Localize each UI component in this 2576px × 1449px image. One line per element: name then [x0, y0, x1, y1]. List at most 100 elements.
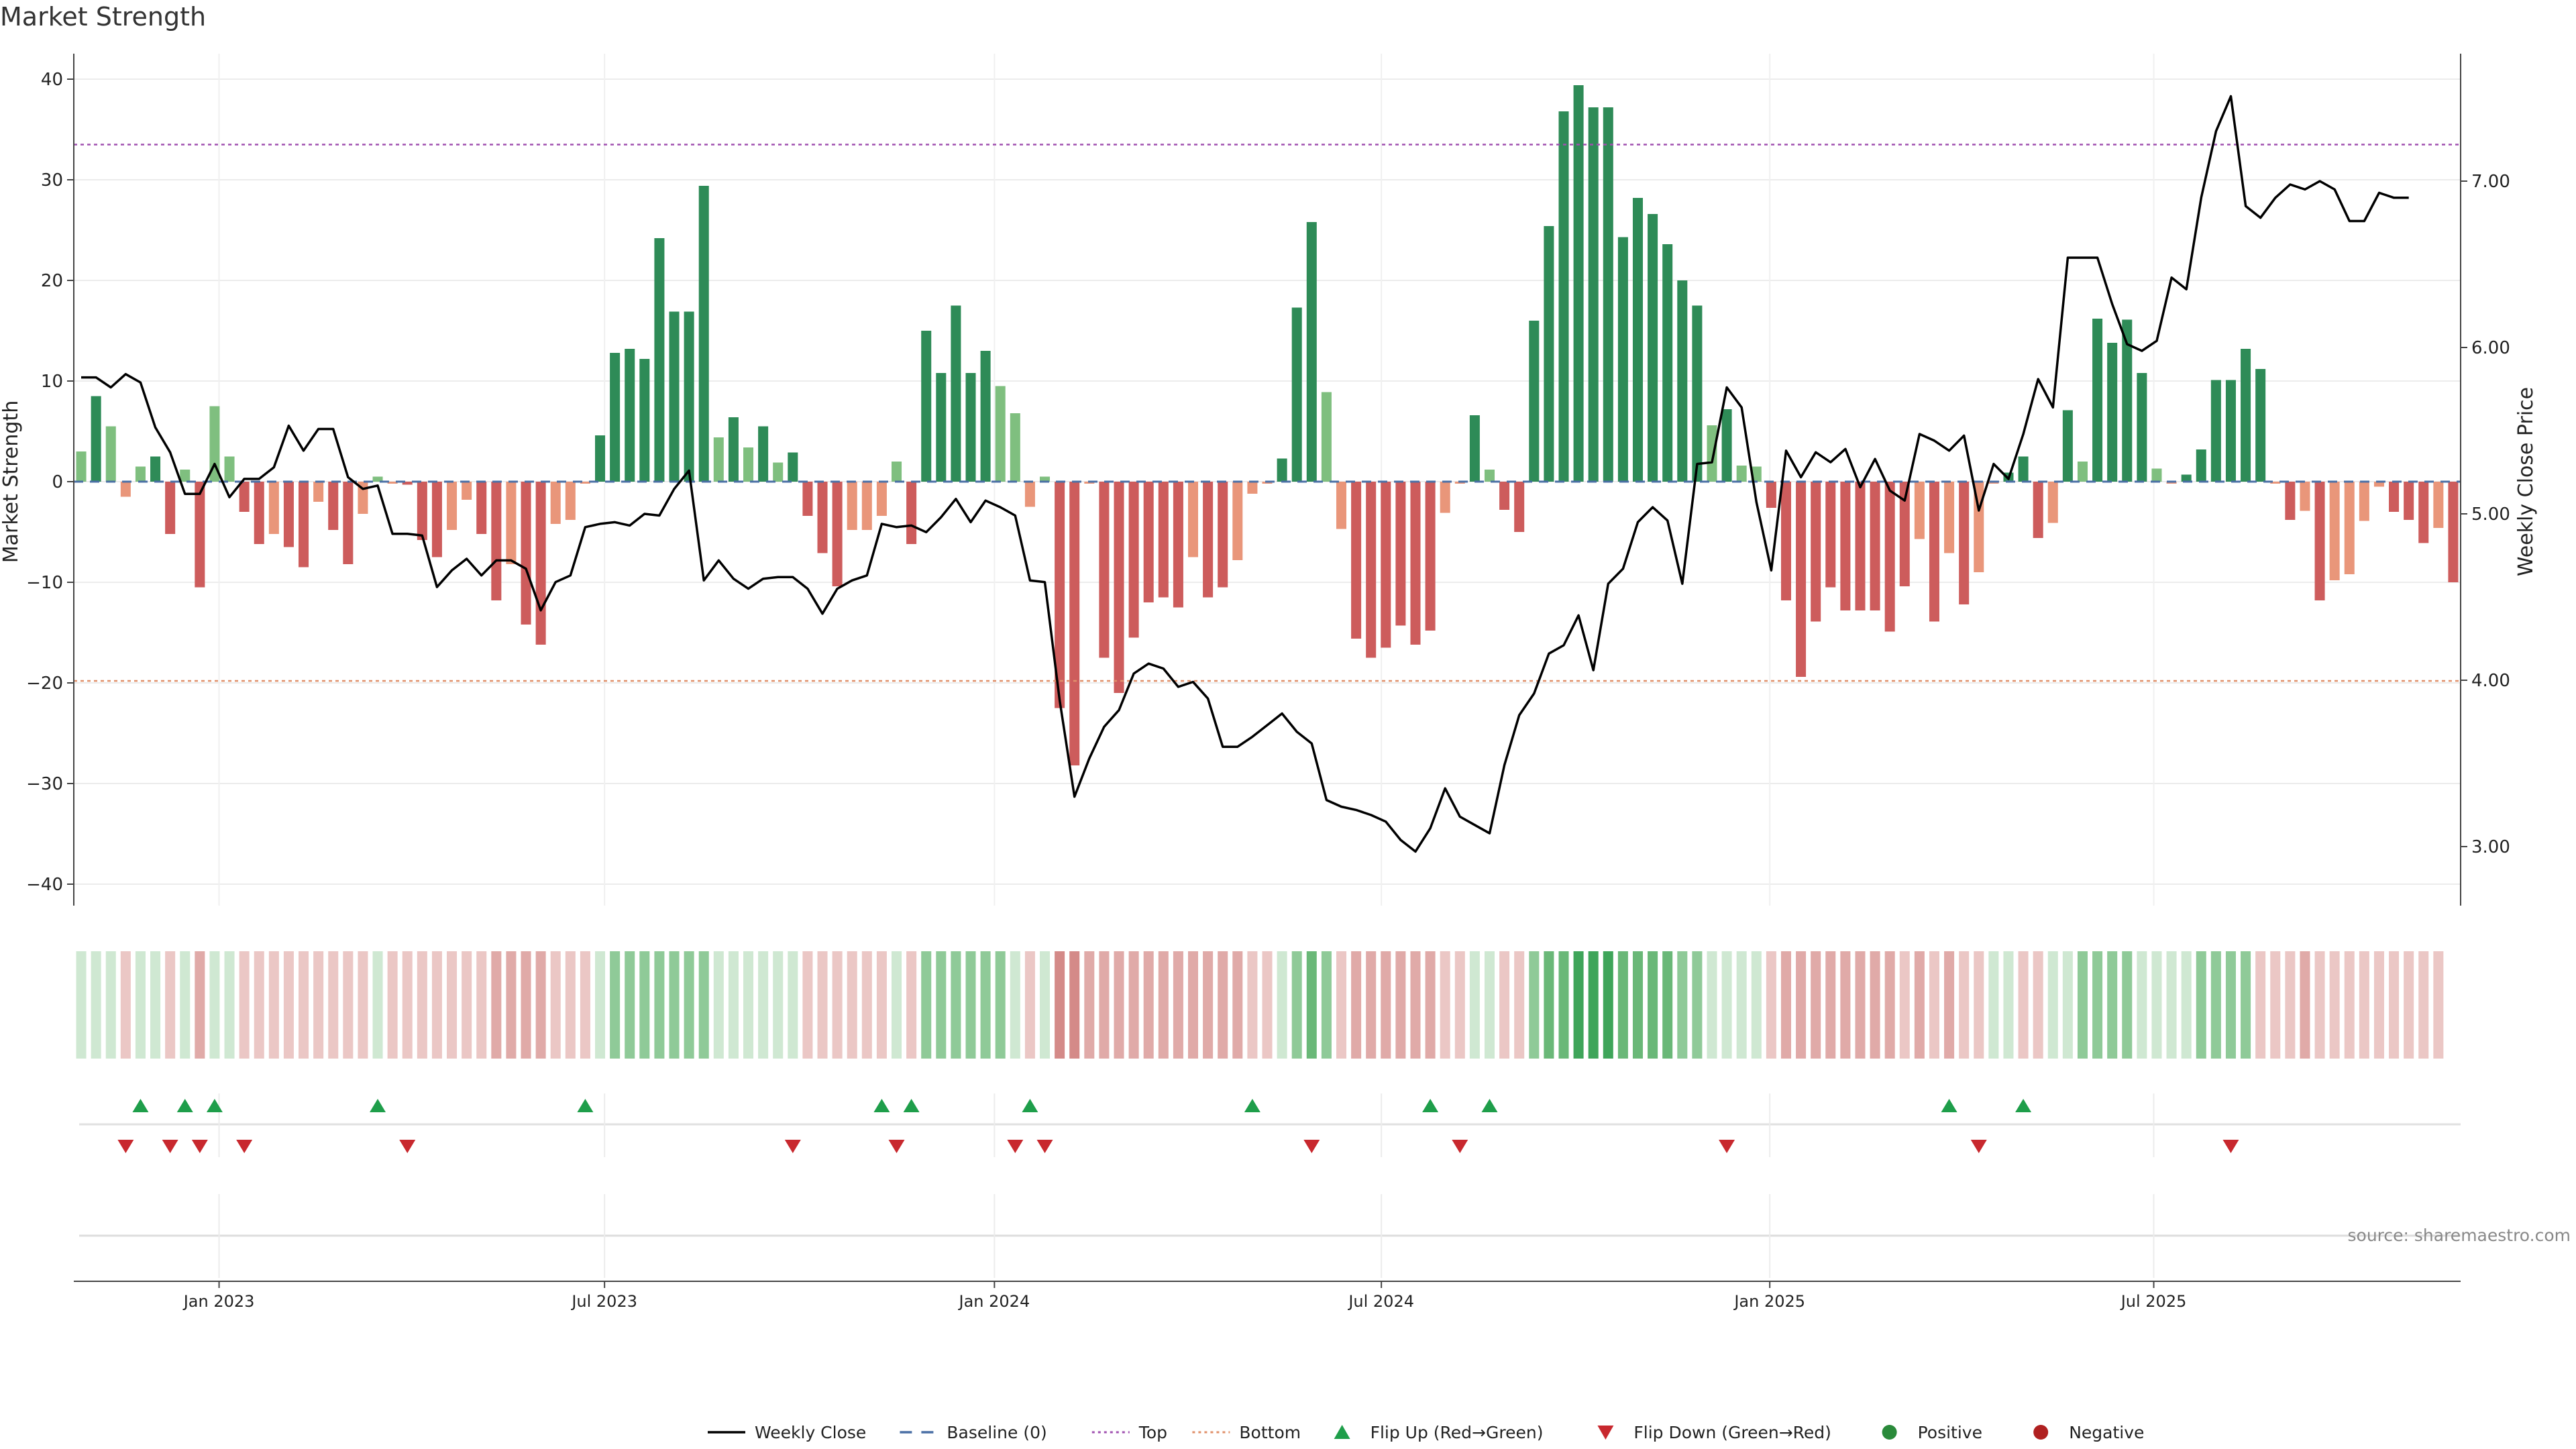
- heat-cell: [268, 951, 279, 1059]
- heat-cell: [1381, 951, 1391, 1059]
- heat-cell: [343, 951, 354, 1059]
- heat-cell: [1959, 951, 1970, 1059]
- heat-cell: [417, 951, 427, 1059]
- flip-up-marker: [1244, 1099, 1260, 1112]
- strength-bar: [402, 482, 413, 485]
- heat-cell: [1099, 951, 1110, 1059]
- legend-triangle-up: [1334, 1425, 1350, 1439]
- heat-cell: [684, 951, 694, 1059]
- heat-cell: [1899, 951, 1910, 1059]
- strength-bar: [965, 373, 976, 482]
- heat-cell: [2241, 951, 2251, 1059]
- heat-cell: [521, 951, 531, 1059]
- heat-cell: [625, 951, 635, 1059]
- heat-cell: [1825, 951, 1836, 1059]
- heat-cell: [1529, 951, 1540, 1059]
- heat-cell: [1039, 951, 1051, 1059]
- heat-cell: [906, 951, 917, 1059]
- x-tick-label: Jul 2025: [2120, 1292, 2187, 1311]
- strength-bar: [713, 437, 724, 482]
- flip-down-marker: [784, 1140, 801, 1153]
- strength-bar: [1247, 482, 1258, 494]
- heat-cell: [1410, 951, 1421, 1059]
- legend-item: Bottom: [1192, 1423, 1301, 1442]
- heat-cell: [283, 951, 294, 1059]
- legend-label: Baseline (0): [947, 1423, 1046, 1442]
- heat-cell: [639, 951, 650, 1059]
- flip-down-marker: [1036, 1140, 1053, 1153]
- strength-bar: [1277, 458, 1287, 482]
- strength-bar: [1780, 482, 1791, 600]
- heat-cell: [506, 951, 517, 1059]
- heat-cell: [2314, 951, 2325, 1059]
- strength-bar: [1811, 482, 1821, 622]
- heat-cell: [2329, 951, 2340, 1059]
- heat-cell: [1010, 951, 1020, 1059]
- y-tick-label: 10: [41, 372, 63, 392]
- strength-bar: [995, 386, 1006, 482]
- strength-bar: [476, 482, 487, 534]
- strength-bar: [1484, 470, 1495, 482]
- legend-triangle-down: [1597, 1426, 1614, 1440]
- strength-bar: [1039, 476, 1051, 482]
- strength-bar: [2137, 373, 2147, 482]
- strength-bar: [2151, 468, 2162, 482]
- strength-bar: [1944, 482, 1955, 553]
- heat-cell: [239, 951, 250, 1059]
- heat-cell: [1291, 951, 1302, 1059]
- strength-bar: [2404, 482, 2414, 520]
- strength-bar: [1381, 482, 1391, 648]
- legend-label: Flip Down (Green→Red): [1633, 1423, 1831, 1442]
- heat-cell: [2433, 951, 2444, 1059]
- flip-down-marker: [888, 1140, 905, 1153]
- strength-bar: [2448, 482, 2459, 582]
- heat-cell: [150, 951, 161, 1059]
- strength-bar: [372, 476, 383, 482]
- strength-bar: [639, 359, 650, 482]
- flip-up-marker: [1481, 1099, 1498, 1112]
- strength-bar: [1588, 107, 1599, 482]
- strength-bar: [817, 482, 828, 553]
- strength-bar: [832, 482, 843, 586]
- strength-bar: [239, 482, 250, 512]
- heat-cell: [2137, 951, 2147, 1059]
- strength-bar: [1959, 482, 1970, 604]
- strength-bar: [2018, 456, 2029, 482]
- strength-bar: [1114, 482, 1124, 693]
- heat-cell: [2418, 951, 2429, 1059]
- heat-cell: [698, 951, 709, 1059]
- heat-cell: [1084, 951, 1095, 1059]
- heat-cell: [1247, 951, 1258, 1059]
- strength-bar: [684, 311, 694, 482]
- strength-bar: [921, 331, 932, 482]
- x-tick-label: Jan 2025: [1733, 1292, 1805, 1311]
- strength-bar: [76, 451, 87, 482]
- flip-down-marker: [2222, 1140, 2239, 1153]
- legend: Weekly Close Baseline (0) Top Bottom Flip Up…: [708, 1423, 2144, 1442]
- strength-bar: [1648, 214, 1658, 482]
- heat-cell: [1796, 951, 1807, 1059]
- flip-down-marker: [399, 1140, 416, 1153]
- heat-cell: [1617, 951, 1628, 1059]
- y2-tick-label: 7.00: [2471, 172, 2510, 192]
- heat-cell: [2210, 951, 2221, 1059]
- strength-bar: [313, 482, 324, 502]
- strength-bar: [654, 238, 665, 482]
- strength-bar: [1306, 222, 1317, 482]
- strength-bar: [1099, 482, 1110, 658]
- strength-bar: [1529, 321, 1540, 482]
- y-tick-label: 30: [41, 170, 63, 191]
- heat-cell: [1870, 951, 1880, 1059]
- heat-cell: [595, 951, 606, 1059]
- strength-bar: [2255, 369, 2266, 482]
- strength-bar: [521, 482, 531, 625]
- strength-bar: [1514, 482, 1525, 532]
- strength-bar: [120, 482, 131, 497]
- strength-bar: [2389, 482, 2400, 512]
- heat-cell: [2166, 951, 2177, 1059]
- heat-cell: [224, 951, 235, 1059]
- strength-bar: [1410, 482, 1421, 645]
- heat-cell: [1321, 951, 1332, 1059]
- flip-up-marker: [577, 1099, 594, 1112]
- heat-cell: [1840, 951, 1851, 1059]
